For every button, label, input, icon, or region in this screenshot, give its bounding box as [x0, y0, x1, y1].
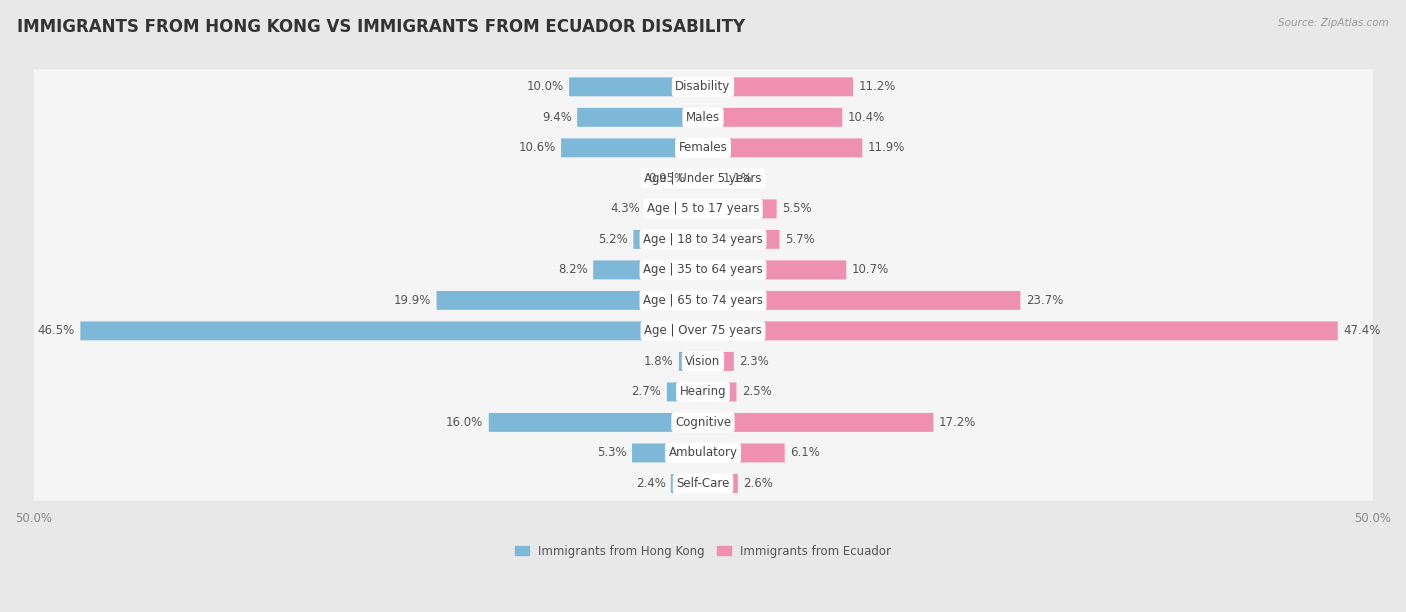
Text: 5.7%: 5.7%: [785, 233, 814, 246]
FancyBboxPatch shape: [645, 200, 703, 218]
FancyBboxPatch shape: [703, 169, 717, 188]
Legend: Immigrants from Hong Kong, Immigrants from Ecuador: Immigrants from Hong Kong, Immigrants fr…: [510, 540, 896, 562]
Text: Age | Under 5 years: Age | Under 5 years: [644, 172, 762, 185]
Text: Ambulatory: Ambulatory: [668, 446, 738, 460]
Text: 2.3%: 2.3%: [740, 355, 769, 368]
FancyBboxPatch shape: [703, 230, 779, 249]
FancyBboxPatch shape: [25, 69, 1381, 104]
Text: Age | 35 to 64 years: Age | 35 to 64 years: [643, 263, 763, 277]
FancyBboxPatch shape: [25, 405, 1381, 440]
Text: Age | 5 to 17 years: Age | 5 to 17 years: [647, 203, 759, 215]
Text: 11.9%: 11.9%: [868, 141, 905, 154]
Text: Vision: Vision: [685, 355, 721, 368]
Text: 9.4%: 9.4%: [541, 111, 572, 124]
FancyBboxPatch shape: [25, 253, 1381, 287]
Text: 2.7%: 2.7%: [631, 386, 661, 398]
Text: Females: Females: [679, 141, 727, 154]
FancyBboxPatch shape: [25, 344, 1381, 379]
FancyBboxPatch shape: [671, 474, 703, 493]
Text: 11.2%: 11.2%: [858, 80, 896, 94]
Text: 8.2%: 8.2%: [558, 263, 588, 277]
FancyBboxPatch shape: [666, 382, 703, 401]
FancyBboxPatch shape: [633, 230, 703, 249]
FancyBboxPatch shape: [703, 352, 734, 371]
FancyBboxPatch shape: [593, 261, 703, 279]
FancyBboxPatch shape: [25, 130, 1381, 165]
FancyBboxPatch shape: [25, 313, 1381, 348]
Text: 46.5%: 46.5%: [38, 324, 75, 337]
Text: Age | 65 to 74 years: Age | 65 to 74 years: [643, 294, 763, 307]
Text: 5.2%: 5.2%: [599, 233, 628, 246]
Text: Disability: Disability: [675, 80, 731, 94]
FancyBboxPatch shape: [703, 474, 738, 493]
Text: 10.6%: 10.6%: [519, 141, 555, 154]
FancyBboxPatch shape: [569, 77, 703, 96]
Text: 1.8%: 1.8%: [644, 355, 673, 368]
Text: Age | Over 75 years: Age | Over 75 years: [644, 324, 762, 337]
FancyBboxPatch shape: [633, 444, 703, 463]
FancyBboxPatch shape: [690, 169, 703, 188]
Text: 2.6%: 2.6%: [744, 477, 773, 490]
Text: 6.1%: 6.1%: [790, 446, 820, 460]
Text: Source: ZipAtlas.com: Source: ZipAtlas.com: [1278, 18, 1389, 28]
FancyBboxPatch shape: [703, 138, 862, 157]
Text: 1.1%: 1.1%: [723, 172, 754, 185]
Text: 2.5%: 2.5%: [742, 386, 772, 398]
Text: IMMIGRANTS FROM HONG KONG VS IMMIGRANTS FROM ECUADOR DISABILITY: IMMIGRANTS FROM HONG KONG VS IMMIGRANTS …: [17, 18, 745, 36]
FancyBboxPatch shape: [703, 77, 853, 96]
Text: 10.7%: 10.7%: [852, 263, 889, 277]
FancyBboxPatch shape: [679, 352, 703, 371]
FancyBboxPatch shape: [25, 436, 1381, 471]
FancyBboxPatch shape: [576, 108, 703, 127]
Text: 10.4%: 10.4%: [848, 111, 884, 124]
Text: 5.3%: 5.3%: [598, 446, 627, 460]
Text: Age | 18 to 34 years: Age | 18 to 34 years: [643, 233, 763, 246]
FancyBboxPatch shape: [25, 466, 1381, 501]
Text: Hearing: Hearing: [679, 386, 727, 398]
Text: 17.2%: 17.2%: [939, 416, 976, 429]
FancyBboxPatch shape: [80, 321, 703, 340]
FancyBboxPatch shape: [703, 108, 842, 127]
FancyBboxPatch shape: [489, 413, 703, 432]
FancyBboxPatch shape: [25, 100, 1381, 135]
Text: 0.95%: 0.95%: [648, 172, 685, 185]
Text: Males: Males: [686, 111, 720, 124]
FancyBboxPatch shape: [25, 192, 1381, 226]
Text: 10.0%: 10.0%: [527, 80, 564, 94]
FancyBboxPatch shape: [703, 321, 1337, 340]
FancyBboxPatch shape: [436, 291, 703, 310]
FancyBboxPatch shape: [25, 222, 1381, 257]
FancyBboxPatch shape: [703, 382, 737, 401]
FancyBboxPatch shape: [703, 200, 776, 218]
FancyBboxPatch shape: [703, 444, 785, 463]
Text: 4.3%: 4.3%: [610, 203, 640, 215]
Text: Cognitive: Cognitive: [675, 416, 731, 429]
FancyBboxPatch shape: [703, 291, 1021, 310]
FancyBboxPatch shape: [561, 138, 703, 157]
FancyBboxPatch shape: [25, 283, 1381, 318]
Text: 16.0%: 16.0%: [446, 416, 484, 429]
FancyBboxPatch shape: [25, 161, 1381, 196]
FancyBboxPatch shape: [703, 413, 934, 432]
Text: Self-Care: Self-Care: [676, 477, 730, 490]
Text: 2.4%: 2.4%: [636, 477, 665, 490]
Text: 23.7%: 23.7%: [1026, 294, 1063, 307]
FancyBboxPatch shape: [25, 375, 1381, 409]
FancyBboxPatch shape: [703, 261, 846, 279]
Text: 19.9%: 19.9%: [394, 294, 432, 307]
Text: 5.5%: 5.5%: [782, 203, 811, 215]
Text: 47.4%: 47.4%: [1343, 324, 1381, 337]
